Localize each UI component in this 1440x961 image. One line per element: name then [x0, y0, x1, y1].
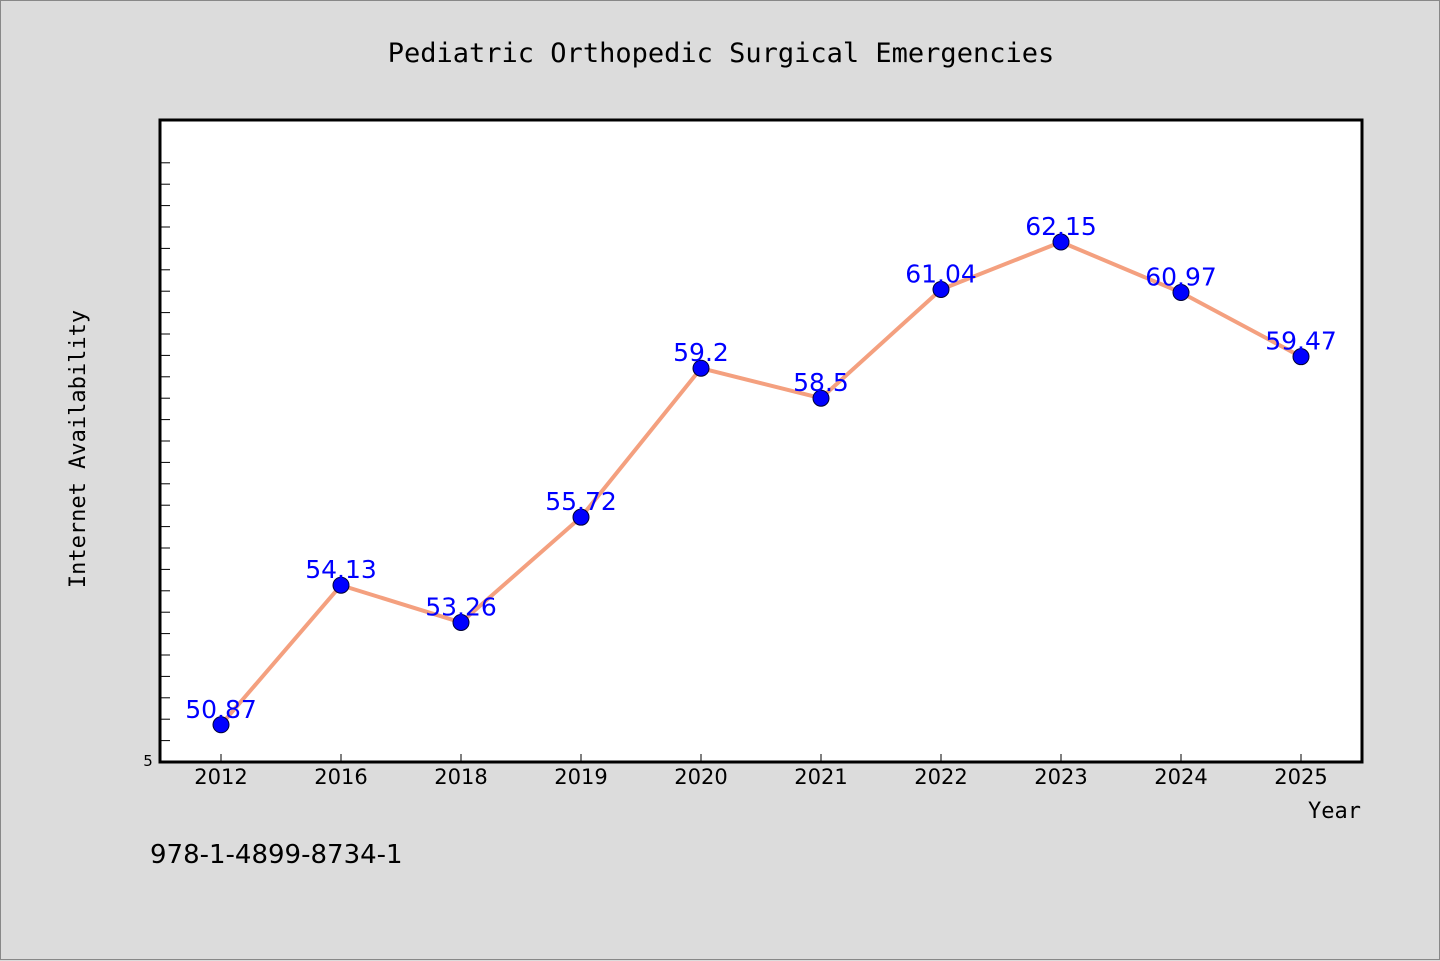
data-point: [932, 280, 950, 298]
y-axis-title: Internet Availability: [66, 310, 91, 588]
x-tick-label: 2018: [434, 765, 487, 789]
data-point: [452, 613, 470, 631]
series-markers: [212, 233, 1310, 734]
x-tick-label: 2012: [194, 765, 247, 789]
data-labels: 50.87 54.13 53.26 55.72 59.2 58.5 61.04 62.15 60…: [185, 212, 1337, 724]
data-label: 55.72: [545, 487, 617, 516]
x-tick-label: 2016: [314, 765, 367, 789]
y-axis-ticks: [160, 162, 170, 742]
x-tick-label: 2019: [554, 765, 607, 789]
data-point: [1292, 348, 1310, 366]
data-label: 59.2: [673, 338, 729, 367]
series-line: [219, 239, 1302, 727]
data-point: [572, 508, 590, 526]
x-tick-label: 2022: [914, 765, 967, 789]
data-label: 50.87: [185, 695, 257, 724]
data-label: 59.47: [1265, 327, 1337, 356]
data-point: [812, 389, 830, 407]
x-tick-label: 2024: [1154, 765, 1207, 789]
x-tick-label: 2021: [794, 765, 847, 789]
chart-title: Pediatric Orthopedic Surgical Emergencie…: [388, 38, 1054, 69]
data-point: [1172, 283, 1190, 301]
data-point: [212, 716, 230, 734]
plot-area: [158, 118, 1364, 764]
y-tick-label: 5: [143, 752, 153, 770]
data-label: 54.13: [305, 555, 377, 584]
data-label: 58.5: [793, 368, 849, 397]
data-label: 62.15: [1025, 212, 1097, 241]
data-point: [332, 576, 350, 594]
data-label: 53.26: [425, 592, 497, 621]
x-tick-label: 2025: [1274, 765, 1327, 789]
x-tick-label: 2023: [1034, 765, 1087, 789]
isbn-footer: 978-1-4899-8734-1: [150, 840, 403, 870]
data-label: 61.04: [905, 259, 977, 288]
x-tick-label: 2020: [674, 765, 727, 789]
x-axis-title: Year: [1308, 799, 1361, 824]
data-point: [1052, 233, 1070, 251]
x-axis-tick-labels: 2012 2016 2018 2019 2020 2021 2022 2023 2024 2025: [194, 754, 1328, 789]
data-label: 60.97: [1145, 262, 1217, 291]
data-point: [692, 359, 710, 377]
